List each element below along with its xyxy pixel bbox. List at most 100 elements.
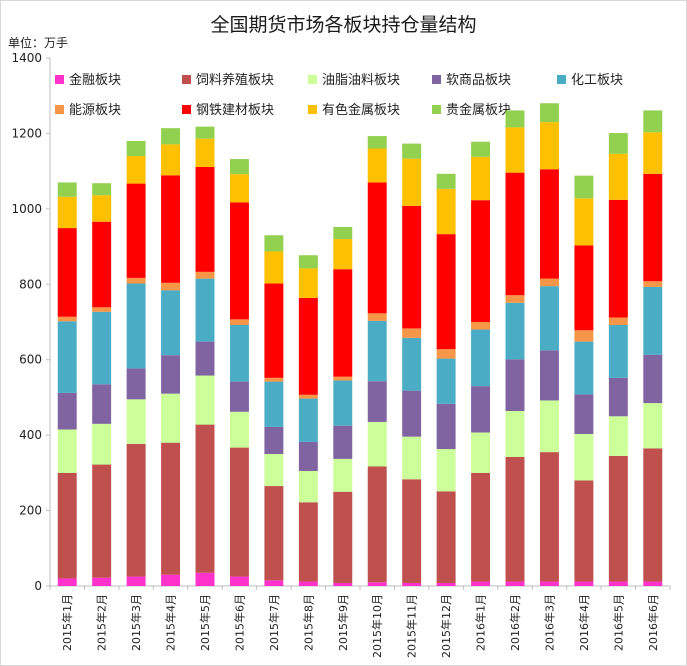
legend-item: 化工板块 (557, 69, 623, 88)
bar-segment (57, 196, 77, 229)
bar-segment (298, 502, 318, 582)
bar-segment (161, 393, 181, 443)
bar-segment (471, 581, 491, 586)
x-tick-label: 2015年8月 (301, 594, 315, 651)
bar-segment (264, 486, 284, 581)
x-tick-label: 2015年3月 (129, 594, 143, 651)
x-tick-label: 2016年4月 (577, 594, 591, 651)
bar-segment (608, 317, 628, 326)
bar-segment (92, 195, 112, 222)
bar-segment (92, 311, 112, 385)
y-tick-label: 800 (19, 277, 42, 291)
x-tick-label: 2016年6月 (646, 594, 660, 651)
x-tick-label: 2016年5月 (611, 594, 625, 651)
legend-label: 金融板块 (69, 73, 122, 88)
bar-segment (195, 341, 215, 376)
bar-segment (608, 416, 628, 456)
legend-swatch (432, 75, 441, 84)
bar-segment (126, 443, 146, 577)
x-tick-label: 2015年12月 (439, 594, 453, 658)
bar-segment (643, 110, 663, 133)
bar-segment (505, 581, 525, 586)
bar-segment (195, 138, 215, 167)
bar-segment (539, 581, 559, 586)
legend-item: 能源板块 (55, 99, 121, 118)
bar-segment (436, 173, 456, 189)
bar-segment (161, 574, 181, 586)
bar-segment (126, 156, 146, 184)
bar-segment (126, 399, 146, 444)
bar-segment (402, 479, 422, 583)
bar-segment (608, 325, 628, 378)
bar-segment (161, 290, 181, 356)
bar-segment (264, 283, 284, 378)
bar-segment (229, 159, 249, 175)
bar-segment (539, 278, 559, 287)
bar-segment (264, 426, 284, 454)
bar-segment (471, 200, 491, 322)
bar-segment (298, 268, 318, 298)
bar-segment (402, 582, 422, 586)
bar-segment (643, 403, 663, 449)
bar-segment (57, 316, 77, 322)
legend-item: 贵金属板块 (432, 99, 511, 118)
bar-segment (402, 390, 422, 437)
bar-segment (367, 313, 387, 321)
bar-segment (126, 283, 146, 369)
bar-segment (161, 144, 181, 176)
bar-segment (574, 245, 594, 331)
bar-segment (229, 576, 249, 586)
bar-segment (126, 576, 146, 586)
y-tick-label: 1200 (11, 126, 42, 140)
bar-segment (57, 228, 77, 317)
bar-segment (436, 349, 456, 359)
legend-label: 有色金属板块 (322, 103, 401, 118)
bar-segment (539, 400, 559, 453)
bar-segment (505, 127, 525, 173)
bar-segment (264, 454, 284, 487)
bar-segment (539, 122, 559, 170)
bar-segment (608, 581, 628, 586)
bar-segment (161, 175, 181, 283)
bar-segment (402, 205, 422, 329)
bar-segment (264, 580, 284, 586)
bar-segment (505, 295, 525, 303)
bar-segment (367, 582, 387, 586)
legend-item: 饲料养殖板块 (182, 69, 274, 88)
y-tick-label: 0 (34, 579, 42, 593)
bar-segment (57, 578, 77, 586)
bar-segment (643, 286, 663, 355)
bar-segment (333, 269, 353, 377)
legend-swatch (55, 75, 64, 84)
bar-segment (333, 226, 353, 240)
bar-segment (574, 394, 594, 435)
bar-segment (643, 132, 663, 174)
legend-swatch (182, 105, 191, 114)
bar-segment (161, 355, 181, 394)
bar-segment (229, 202, 249, 320)
bar-segment (471, 322, 491, 330)
bar-segment (264, 251, 284, 284)
bar-segment (298, 297, 318, 395)
bar-segment (402, 158, 422, 206)
x-tick-label: 2016年2月 (508, 594, 522, 651)
bar-segment (402, 143, 422, 159)
bar-segment (333, 458, 353, 492)
bar-segment (471, 386, 491, 433)
bar-segment (608, 377, 628, 417)
bar-segment (539, 169, 559, 279)
bar-segment (608, 199, 628, 318)
bar-segment (643, 173, 663, 282)
legend-item: 软商品板块 (432, 69, 511, 88)
bar-segment (92, 577, 112, 586)
bar-segment (608, 153, 628, 200)
bar-segment (539, 103, 559, 123)
bar-segment (436, 358, 456, 404)
bar-segment (161, 128, 181, 145)
bar-segment (608, 133, 628, 154)
bar-segment (92, 464, 112, 578)
bar-segment (333, 491, 353, 583)
legend-swatch (182, 75, 191, 84)
x-tick-label: 2015年11月 (405, 594, 419, 658)
bar-segment (436, 449, 456, 492)
